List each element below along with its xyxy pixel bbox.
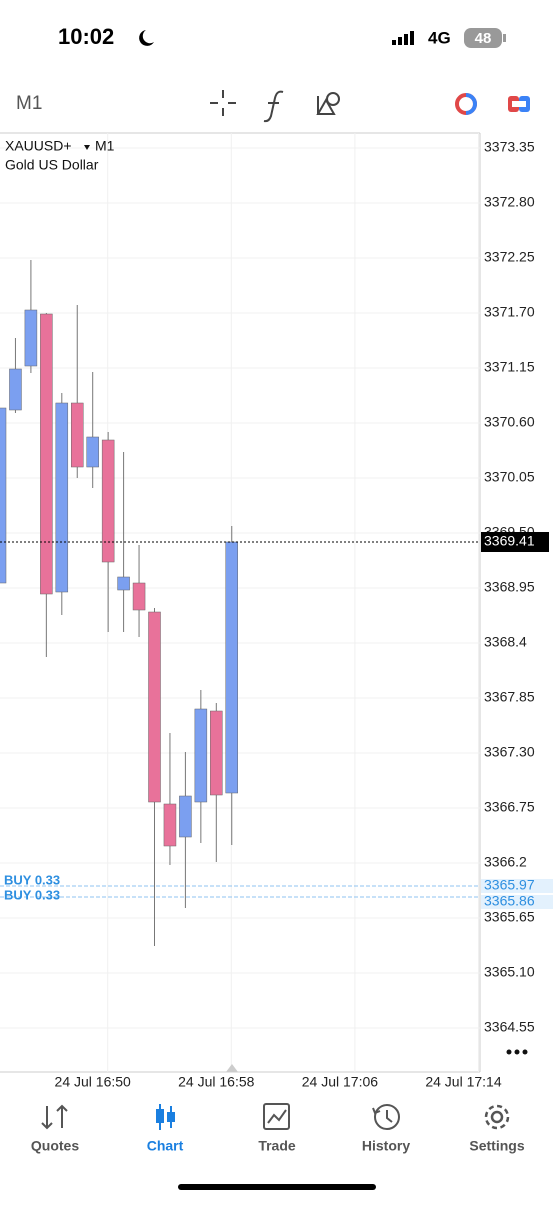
candle-body	[0, 407, 7, 584]
symbol-dropdown[interactable]	[84, 145, 90, 150]
quotes-icon[interactable]	[41, 1104, 68, 1130]
order-price: 3365.86	[484, 893, 535, 909]
clock: 10:02	[58, 24, 114, 49]
battery	[464, 28, 502, 48]
order-label: BUY 0.33	[4, 887, 60, 902]
one-click-button[interactable]	[508, 96, 530, 112]
candle-body	[71, 402, 84, 468]
y-tick-label: 3371.70	[484, 304, 535, 320]
more-button[interactable]	[506, 1049, 528, 1055]
candle-body	[148, 611, 161, 803]
trade-icon[interactable]	[263, 1103, 290, 1130]
symbol-description: Gold US Dollar	[5, 157, 99, 173]
y-tick-label: 3372.25	[484, 249, 535, 265]
candle-body	[101, 439, 115, 563]
candle-body	[9, 368, 22, 411]
candle-body	[86, 436, 99, 468]
nav-label[interactable]: Settings	[469, 1138, 524, 1154]
y-tick-label: 3370.05	[484, 469, 535, 485]
candle-body	[163, 803, 177, 847]
current-price-label: 3369.41	[484, 533, 535, 549]
order-price: 3365.97	[484, 877, 535, 893]
history-icon[interactable]	[372, 1104, 400, 1130]
objects-button[interactable]	[316, 92, 340, 115]
y-tick-label: 3373.35	[484, 139, 535, 155]
nav-label[interactable]: Trade	[258, 1138, 296, 1154]
x-tick-label: 24 Jul 17:06	[302, 1074, 378, 1090]
grid	[0, 133, 480, 1072]
candle-body	[24, 309, 38, 367]
plot	[0, 260, 480, 946]
candle-body	[40, 313, 53, 595]
y-tick-label: 3365.10	[484, 964, 535, 980]
home-indicator	[178, 1184, 376, 1190]
x-tick-label: 24 Jul 16:58	[178, 1074, 254, 1090]
order-price-box	[481, 895, 553, 909]
candle-body	[132, 582, 146, 611]
nav-bar: Quotes Chart Trade History Settings	[31, 1138, 525, 1154]
y-tick-label: 3370.60	[484, 414, 535, 430]
network: 4G	[428, 28, 451, 47]
y-tick-label: 3364.55	[484, 1019, 535, 1035]
y-tick-label: 3365.65	[484, 909, 535, 925]
scroll-marker	[226, 1064, 238, 1072]
candle-body	[117, 576, 130, 591]
y-tick-label: 3368.95	[484, 579, 535, 595]
nav-label[interactable]: Chart	[147, 1138, 184, 1154]
trade-button[interactable]	[455, 93, 477, 115]
symbol: XAUUSD+	[5, 138, 72, 154]
order-price-box	[481, 879, 553, 893]
y-tick-label: 3367.85	[484, 689, 535, 705]
y-tick-label: 3366.75	[484, 799, 535, 815]
moon-icon	[139, 30, 154, 46]
y-tick-label: 3372.80	[484, 194, 535, 210]
x-tick-label: 24 Jul 16:50	[55, 1074, 131, 1090]
battery-tip	[503, 34, 506, 42]
candle-body	[194, 708, 208, 803]
nav-label[interactable]: Quotes	[31, 1138, 79, 1154]
candle-body	[225, 541, 238, 794]
order-label: BUY 0.33	[4, 872, 60, 887]
y-tick-label: 3368.4	[484, 634, 527, 650]
y-tick-label: 3371.15	[484, 359, 535, 375]
overlay: 3373.35 3372.80 3372.25 3371.70 3371.15 3370.…	[4, 139, 553, 1090]
settings-icon[interactable]	[484, 1104, 510, 1130]
symbol-timeframe: M1	[95, 138, 115, 154]
current-price-box	[481, 532, 549, 552]
nav-label[interactable]: History	[362, 1138, 410, 1154]
timeframe-button[interactable]: M1	[16, 93, 42, 114]
indicators-button[interactable]	[263, 90, 284, 123]
battery-level: 48	[475, 30, 492, 47]
crosshair-button[interactable]	[210, 90, 236, 116]
y-tick-label: 3367.30	[484, 744, 535, 760]
signal-icon	[392, 31, 414, 45]
chart-icon[interactable]	[156, 1104, 175, 1130]
candle-body	[210, 710, 223, 796]
candle-body	[55, 402, 69, 593]
x-tick-label: 24 Jul 17:14	[425, 1074, 501, 1090]
y-tick-label: 3366.2	[484, 854, 527, 870]
candle-body	[179, 795, 192, 838]
